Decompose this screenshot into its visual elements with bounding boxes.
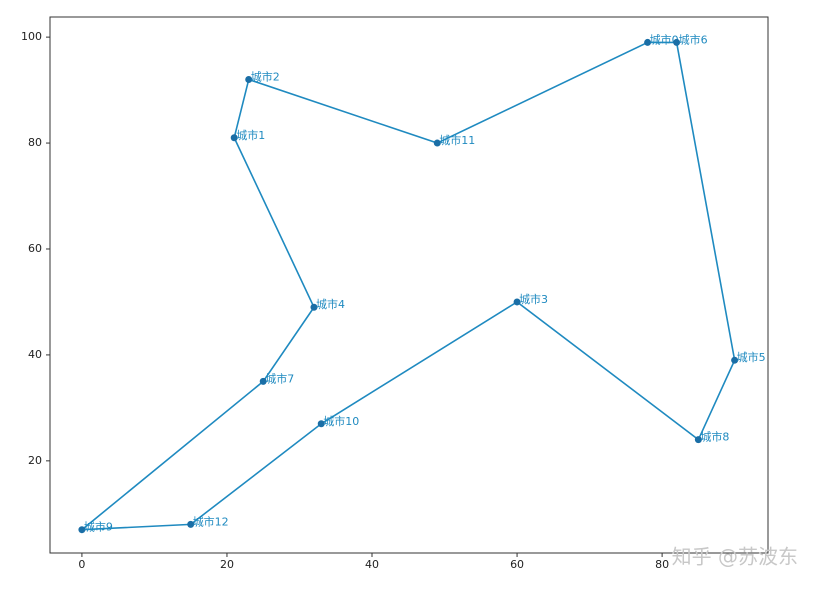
- y-tick-label: 100: [21, 30, 42, 43]
- point: [245, 75, 253, 83]
- point: [187, 520, 195, 528]
- y-tick-label: 60: [28, 242, 42, 255]
- watermark: 知乎 @苏波东: [672, 545, 798, 569]
- point-label: 城市7: [265, 371, 294, 385]
- y-tick-label: 20: [28, 454, 42, 467]
- x-tick-label: 20: [220, 558, 234, 571]
- x-tick-label: 80: [655, 558, 669, 571]
- point-label: 城市0: [650, 32, 679, 46]
- point-label: 城市11: [439, 133, 475, 147]
- point: [230, 134, 238, 142]
- point-label: 城市6: [679, 32, 708, 46]
- x-tick-label: 0: [78, 558, 85, 571]
- point-label: 城市10: [323, 414, 359, 428]
- plot-frame: [49, 16, 769, 554]
- point-label: 城市4: [316, 297, 345, 311]
- point: [673, 38, 681, 46]
- point-label: 城市2: [251, 69, 280, 83]
- point-label: 城市9: [84, 520, 113, 534]
- point: [644, 38, 652, 46]
- point-label: 城市8: [700, 430, 729, 444]
- point-label: 城市1: [236, 128, 265, 142]
- point: [513, 298, 521, 306]
- y-tick-label: 40: [28, 348, 42, 361]
- x-tick-label: 60: [510, 558, 524, 571]
- route-line: [79, 41, 736, 531]
- point-label: 城市12: [193, 514, 229, 528]
- point: [694, 436, 702, 444]
- point-label: 城市3: [519, 292, 548, 306]
- point: [731, 356, 739, 364]
- x-tick-label: 40: [365, 558, 379, 571]
- point: [78, 526, 86, 534]
- y-tick-label: 80: [28, 136, 42, 149]
- point: [310, 303, 318, 311]
- point: [317, 420, 325, 428]
- point-label: 城市5: [737, 350, 766, 364]
- point: [259, 377, 267, 385]
- point: [433, 139, 441, 147]
